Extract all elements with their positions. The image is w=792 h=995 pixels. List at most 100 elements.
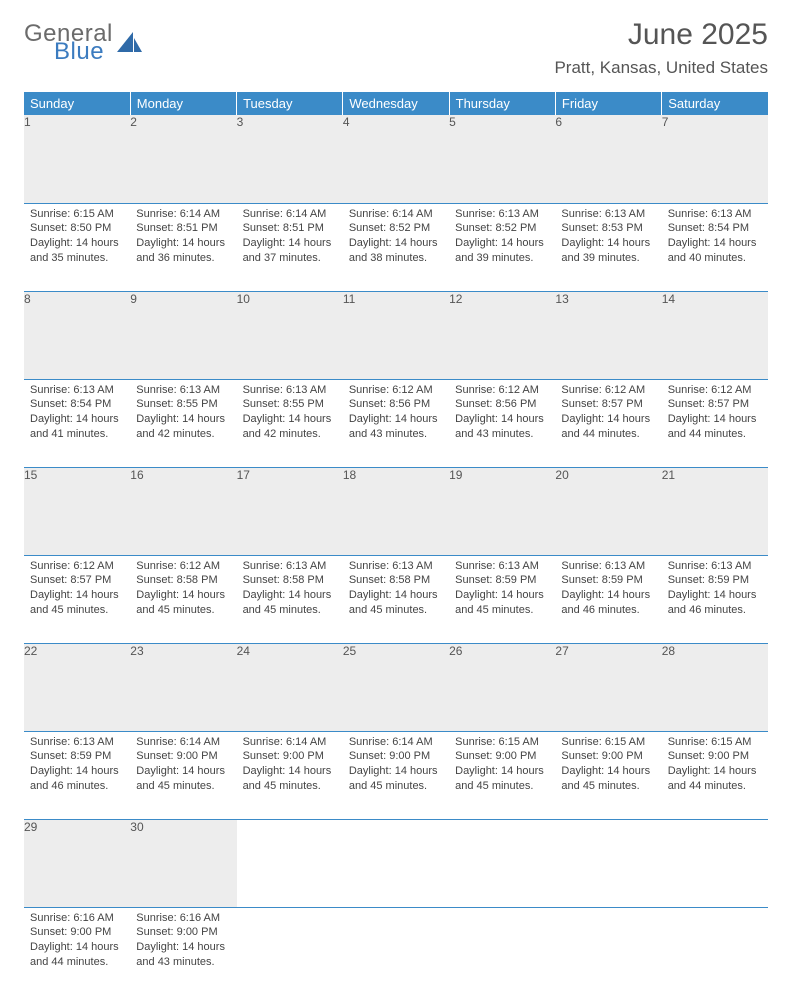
day-details: Sunrise: 6:14 AMSunset: 8:51 PMDaylight:… bbox=[237, 204, 343, 270]
day-details: Sunrise: 6:14 AMSunset: 8:52 PMDaylight:… bbox=[343, 204, 449, 270]
day-content-row: Sunrise: 6:12 AMSunset: 8:57 PMDaylight:… bbox=[24, 555, 768, 643]
day-content-row: Sunrise: 6:15 AMSunset: 8:50 PMDaylight:… bbox=[24, 203, 768, 291]
day-content-cell: Sunrise: 6:14 AMSunset: 8:51 PMDaylight:… bbox=[130, 203, 236, 291]
day-details: Sunrise: 6:16 AMSunset: 9:00 PMDaylight:… bbox=[130, 908, 236, 974]
day-content-cell: Sunrise: 6:14 AMSunset: 9:00 PMDaylight:… bbox=[237, 731, 343, 819]
day-number-row: 22232425262728 bbox=[24, 643, 768, 731]
brand-text-2: Blue bbox=[54, 40, 113, 64]
day-number-cell: 6 bbox=[555, 115, 661, 203]
day-number-cell: 28 bbox=[662, 643, 768, 731]
day-content-cell: Sunrise: 6:12 AMSunset: 8:56 PMDaylight:… bbox=[343, 379, 449, 467]
day-content-cell bbox=[555, 907, 661, 995]
calendar-table: SundayMondayTuesdayWednesdayThursdayFrid… bbox=[24, 92, 768, 995]
day-details: Sunrise: 6:15 AMSunset: 9:00 PMDaylight:… bbox=[555, 732, 661, 798]
day-number-cell: 2 bbox=[130, 115, 236, 203]
day-content-cell: Sunrise: 6:14 AMSunset: 9:00 PMDaylight:… bbox=[130, 731, 236, 819]
day-content-cell: Sunrise: 6:16 AMSunset: 9:00 PMDaylight:… bbox=[130, 907, 236, 995]
day-number-cell: 7 bbox=[662, 115, 768, 203]
day-number-cell: 1 bbox=[24, 115, 130, 203]
day-content-cell: Sunrise: 6:13 AMSunset: 8:59 PMDaylight:… bbox=[662, 555, 768, 643]
day-content-cell: Sunrise: 6:14 AMSunset: 9:00 PMDaylight:… bbox=[343, 731, 449, 819]
day-details: Sunrise: 6:15 AMSunset: 9:00 PMDaylight:… bbox=[449, 732, 555, 798]
day-details: Sunrise: 6:13 AMSunset: 8:55 PMDaylight:… bbox=[130, 380, 236, 446]
day-content-row: Sunrise: 6:13 AMSunset: 8:54 PMDaylight:… bbox=[24, 379, 768, 467]
header: General Blue June 2025 Pratt, Kansas, Un… bbox=[24, 18, 768, 78]
day-number-cell: 3 bbox=[237, 115, 343, 203]
day-details: Sunrise: 6:13 AMSunset: 8:53 PMDaylight:… bbox=[555, 204, 661, 270]
day-details: Sunrise: 6:15 AMSunset: 8:50 PMDaylight:… bbox=[24, 204, 130, 270]
day-number-cell: 13 bbox=[555, 291, 661, 379]
day-details: Sunrise: 6:12 AMSunset: 8:57 PMDaylight:… bbox=[662, 380, 768, 446]
day-number-cell: 20 bbox=[555, 467, 661, 555]
day-number-cell: 12 bbox=[449, 291, 555, 379]
day-content-cell: Sunrise: 6:14 AMSunset: 8:51 PMDaylight:… bbox=[237, 203, 343, 291]
day-number-cell bbox=[662, 819, 768, 907]
day-number-cell bbox=[343, 819, 449, 907]
day-number-row: 891011121314 bbox=[24, 291, 768, 379]
day-number-cell: 10 bbox=[237, 291, 343, 379]
weekday-header: Sunday bbox=[24, 92, 130, 115]
month-title: June 2025 bbox=[554, 18, 768, 52]
day-details: Sunrise: 6:12 AMSunset: 8:56 PMDaylight:… bbox=[449, 380, 555, 446]
weekday-header: Monday bbox=[130, 92, 236, 115]
weekday-header: Wednesday bbox=[343, 92, 449, 115]
day-number-cell: 9 bbox=[130, 291, 236, 379]
day-content-cell: Sunrise: 6:12 AMSunset: 8:58 PMDaylight:… bbox=[130, 555, 236, 643]
day-number-cell: 5 bbox=[449, 115, 555, 203]
day-details: Sunrise: 6:14 AMSunset: 9:00 PMDaylight:… bbox=[343, 732, 449, 798]
brand-logo: General Blue bbox=[24, 22, 143, 64]
day-content-cell: Sunrise: 6:12 AMSunset: 8:57 PMDaylight:… bbox=[24, 555, 130, 643]
day-number-cell: 29 bbox=[24, 819, 130, 907]
day-number-cell: 17 bbox=[237, 467, 343, 555]
day-content-cell: Sunrise: 6:12 AMSunset: 8:56 PMDaylight:… bbox=[449, 379, 555, 467]
day-content-cell: Sunrise: 6:13 AMSunset: 8:58 PMDaylight:… bbox=[343, 555, 449, 643]
weekday-header-row: SundayMondayTuesdayWednesdayThursdayFrid… bbox=[24, 92, 768, 115]
day-number-cell: 18 bbox=[343, 467, 449, 555]
day-content-cell: Sunrise: 6:14 AMSunset: 8:52 PMDaylight:… bbox=[343, 203, 449, 291]
day-number-row: 2930 bbox=[24, 819, 768, 907]
day-number-row: 15161718192021 bbox=[24, 467, 768, 555]
weekday-header: Friday bbox=[555, 92, 661, 115]
day-number-cell bbox=[555, 819, 661, 907]
day-content-row: Sunrise: 6:13 AMSunset: 8:59 PMDaylight:… bbox=[24, 731, 768, 819]
day-content-cell: Sunrise: 6:13 AMSunset: 8:55 PMDaylight:… bbox=[130, 379, 236, 467]
day-content-cell: Sunrise: 6:12 AMSunset: 8:57 PMDaylight:… bbox=[662, 379, 768, 467]
day-details: Sunrise: 6:13 AMSunset: 8:59 PMDaylight:… bbox=[24, 732, 130, 798]
day-content-cell: Sunrise: 6:15 AMSunset: 9:00 PMDaylight:… bbox=[662, 731, 768, 819]
day-content-cell: Sunrise: 6:15 AMSunset: 9:00 PMDaylight:… bbox=[555, 731, 661, 819]
day-number-cell bbox=[237, 819, 343, 907]
day-number-cell: 30 bbox=[130, 819, 236, 907]
day-content-cell bbox=[237, 907, 343, 995]
day-details: Sunrise: 6:14 AMSunset: 9:00 PMDaylight:… bbox=[130, 732, 236, 798]
title-block: June 2025 Pratt, Kansas, United States bbox=[554, 18, 768, 78]
weekday-header: Tuesday bbox=[237, 92, 343, 115]
day-number-cell: 25 bbox=[343, 643, 449, 731]
day-details: Sunrise: 6:13 AMSunset: 8:55 PMDaylight:… bbox=[237, 380, 343, 446]
day-content-cell: Sunrise: 6:13 AMSunset: 8:59 PMDaylight:… bbox=[449, 555, 555, 643]
day-content-cell: Sunrise: 6:13 AMSunset: 8:54 PMDaylight:… bbox=[24, 379, 130, 467]
day-content-cell: Sunrise: 6:13 AMSunset: 8:59 PMDaylight:… bbox=[555, 555, 661, 643]
day-number-cell: 11 bbox=[343, 291, 449, 379]
day-content-cell: Sunrise: 6:13 AMSunset: 8:53 PMDaylight:… bbox=[555, 203, 661, 291]
weekday-header: Saturday bbox=[662, 92, 768, 115]
day-number-cell: 4 bbox=[343, 115, 449, 203]
day-number-cell: 23 bbox=[130, 643, 236, 731]
day-number-cell bbox=[449, 819, 555, 907]
day-content-cell: Sunrise: 6:15 AMSunset: 8:50 PMDaylight:… bbox=[24, 203, 130, 291]
day-content-cell: Sunrise: 6:13 AMSunset: 8:59 PMDaylight:… bbox=[24, 731, 130, 819]
day-details: Sunrise: 6:12 AMSunset: 8:57 PMDaylight:… bbox=[555, 380, 661, 446]
calendar-body: 1234567Sunrise: 6:15 AMSunset: 8:50 PMDa… bbox=[24, 115, 768, 995]
day-content-cell bbox=[449, 907, 555, 995]
day-content-cell: Sunrise: 6:13 AMSunset: 8:58 PMDaylight:… bbox=[237, 555, 343, 643]
day-content-cell bbox=[343, 907, 449, 995]
day-content-cell: Sunrise: 6:12 AMSunset: 8:57 PMDaylight:… bbox=[555, 379, 661, 467]
day-number-cell: 26 bbox=[449, 643, 555, 731]
day-number-cell: 22 bbox=[24, 643, 130, 731]
day-number-cell: 21 bbox=[662, 467, 768, 555]
day-details: Sunrise: 6:13 AMSunset: 8:52 PMDaylight:… bbox=[449, 204, 555, 270]
day-number-cell: 19 bbox=[449, 467, 555, 555]
brand-sail-icon bbox=[117, 32, 143, 59]
day-content-cell: Sunrise: 6:15 AMSunset: 9:00 PMDaylight:… bbox=[449, 731, 555, 819]
day-number-cell: 15 bbox=[24, 467, 130, 555]
day-number-cell: 14 bbox=[662, 291, 768, 379]
